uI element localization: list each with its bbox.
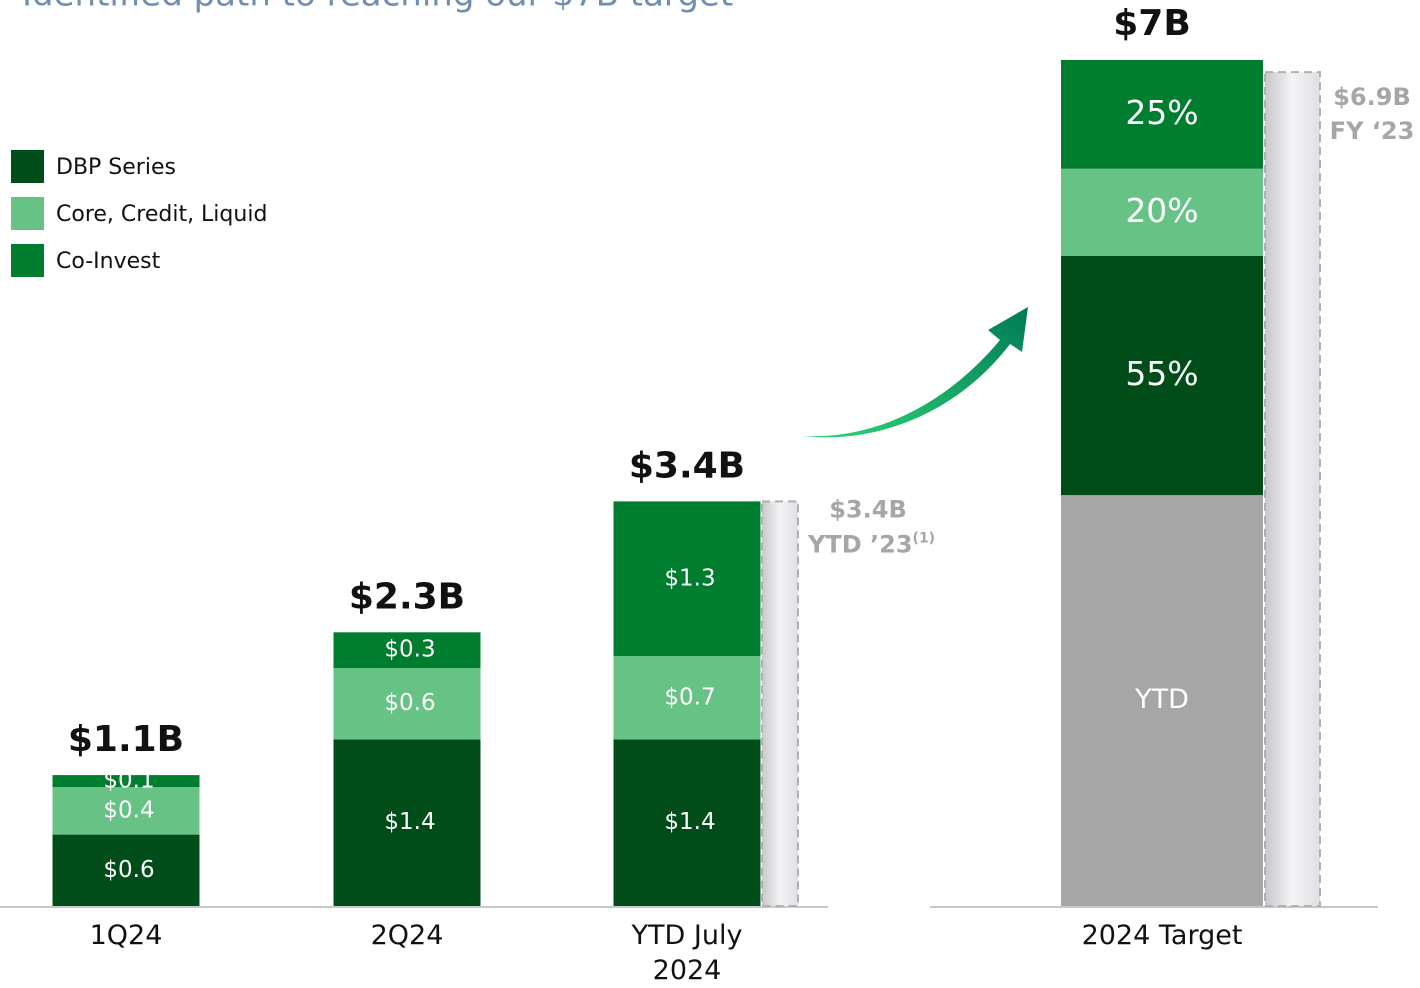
share-label: 55% bbox=[1125, 354, 1198, 393]
total-label: $7B bbox=[1113, 3, 1191, 44]
x-tick-label: YTD July 2024 bbox=[631, 920, 743, 986]
bar-segment bbox=[52, 834, 200, 906]
growth-arrow bbox=[802, 307, 1028, 438]
bar-segment bbox=[333, 632, 481, 668]
reference-note-text: YTD ’23 bbox=[807, 530, 913, 558]
value-label: $0.4 bbox=[103, 797, 154, 823]
bar-segment bbox=[1061, 60, 1263, 169]
x-tick-label: 2024 Target bbox=[1081, 920, 1243, 951]
reference-note: FY ‘23 bbox=[1330, 117, 1415, 145]
x-tick-label: 1Q24 bbox=[89, 920, 163, 951]
value-label: $0.3 bbox=[384, 637, 435, 663]
title: Identified path to reaching our $7B targ… bbox=[22, 0, 733, 15]
legend-swatch bbox=[11, 244, 44, 277]
legend-label: Core, Credit, Liquid bbox=[56, 202, 267, 227]
bar-segment bbox=[52, 775, 200, 787]
bar-segment bbox=[613, 656, 761, 740]
value-label: $0.6 bbox=[103, 857, 154, 883]
bar-segment bbox=[1061, 255, 1263, 496]
value-label: $0.7 bbox=[664, 684, 715, 710]
segment-label: YTD bbox=[1134, 684, 1189, 715]
legend-label: Co-Invest bbox=[56, 249, 161, 274]
value-label: $0.6 bbox=[384, 690, 435, 716]
total-label: $2.3B bbox=[349, 576, 465, 617]
bar-segment bbox=[333, 668, 481, 740]
footnote-mark: (1) bbox=[913, 530, 936, 546]
reference-label: $3.4B bbox=[829, 495, 907, 523]
legend-label: DBP Series bbox=[56, 155, 176, 180]
total-label: $1.1B bbox=[68, 719, 184, 760]
bar-segment bbox=[52, 787, 200, 835]
share-label: 25% bbox=[1125, 93, 1198, 132]
x-tick-label: 2Q24 bbox=[370, 920, 444, 951]
value-label: $1.4 bbox=[384, 809, 435, 835]
reference-bar bbox=[1264, 71, 1321, 908]
reference-label: $6.9B bbox=[1333, 83, 1411, 111]
total-label: $3.4B bbox=[629, 445, 745, 486]
bar-segment bbox=[1061, 495, 1263, 906]
bar-segment bbox=[333, 739, 481, 906]
value-label: $0.1 bbox=[103, 768, 154, 794]
bar-segment bbox=[1061, 168, 1263, 256]
reference-bar bbox=[761, 500, 799, 907]
share-label: 20% bbox=[1125, 191, 1198, 230]
reference-note: YTD ’23(1) bbox=[807, 530, 935, 558]
legend-swatch bbox=[11, 150, 44, 183]
value-label: $1.4 bbox=[664, 809, 715, 835]
bar-segment bbox=[613, 739, 761, 906]
value-label: $1.3 bbox=[664, 565, 715, 591]
legend-swatch bbox=[11, 197, 44, 230]
bar-segment bbox=[613, 501, 761, 657]
